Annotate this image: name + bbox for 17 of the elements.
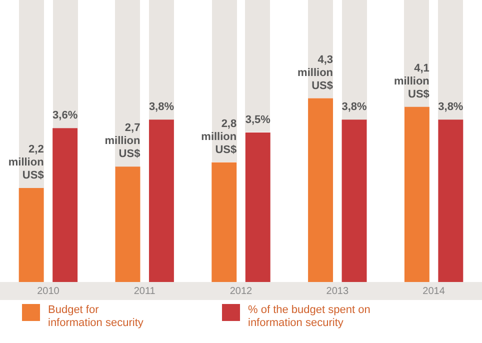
- data-label: 3,8%: [148, 101, 174, 114]
- x-tick-label: 2013: [326, 286, 349, 297]
- x-tick-label: 2014: [422, 286, 446, 297]
- data-label: 4,3 million US$: [298, 54, 334, 92]
- data-label: 3,8%: [438, 101, 464, 114]
- data-label: 3,5%: [245, 114, 271, 126]
- legend-label: % of the budget spent on information security: [248, 304, 372, 330]
- x-tick-label: 2011: [134, 286, 156, 297]
- data-label: 2,8 million US$: [201, 118, 237, 156]
- data-label: 2,7 million US$: [104, 122, 140, 160]
- legend-label: Budget for information security: [48, 304, 144, 330]
- x-tick-label: 2010: [37, 286, 60, 297]
- data-label: 2,2 million US$: [8, 144, 44, 182]
- data-label: 3,8%: [342, 101, 368, 114]
- data-label: 4,1 million US$: [394, 62, 430, 100]
- x-tick-label: 2012: [230, 286, 253, 297]
- data-label: 3,6%: [52, 110, 78, 122]
